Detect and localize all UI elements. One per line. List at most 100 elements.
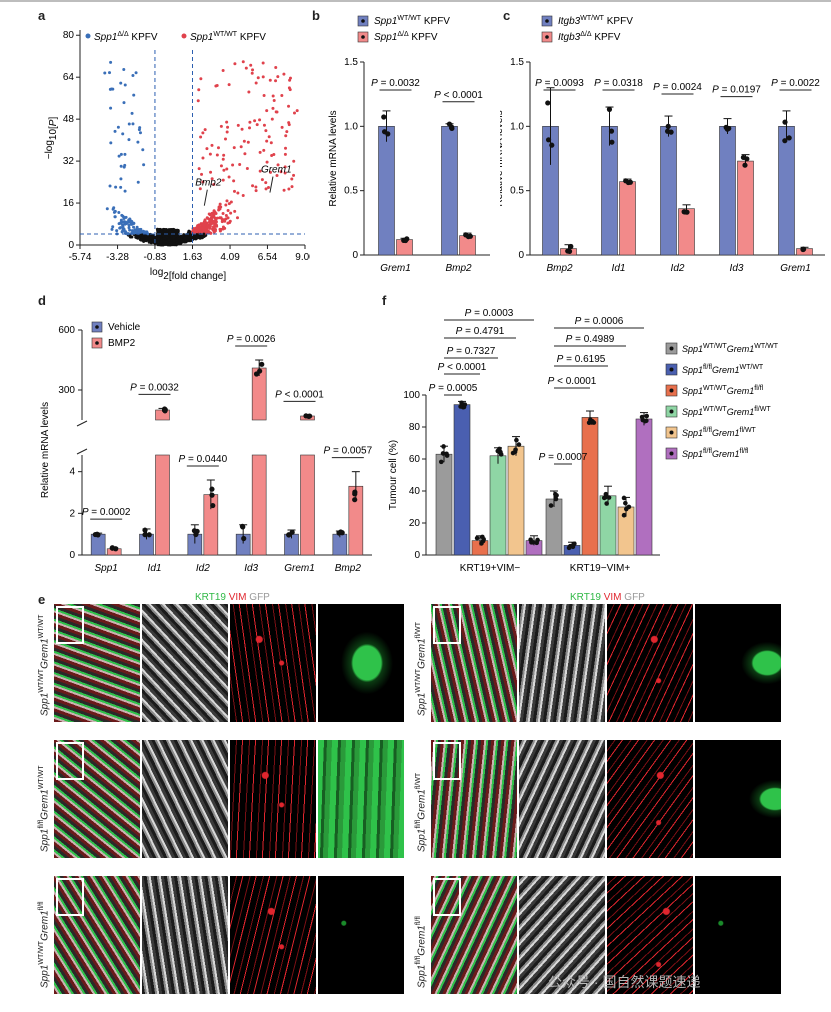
volcano-point-up — [272, 152, 276, 156]
bar — [453, 404, 471, 556]
volcano-point-up — [287, 187, 291, 191]
legend-label: Spp1WT/WTGrem1fl/WT — [682, 406, 771, 417]
data-point — [444, 451, 449, 457]
category-label: Grem1 — [284, 563, 315, 574]
volcano-point-up — [258, 169, 262, 173]
data-point — [440, 451, 446, 456]
volcano-point — [132, 221, 136, 225]
gene-pointer — [203, 189, 208, 206]
volcano-point-down — [122, 68, 126, 72]
volcano-point — [119, 226, 123, 230]
y-tick-label: 600 — [58, 325, 75, 336]
data-point — [609, 139, 615, 145]
volcano-point-up — [232, 146, 236, 150]
x-tick-label: 6.54 — [258, 252, 278, 263]
volcano-point — [122, 216, 126, 220]
volcano-point — [217, 205, 221, 209]
volcano-point-down — [108, 71, 112, 75]
volcano-point-up — [272, 99, 276, 103]
micrograph-merge — [54, 740, 140, 858]
volcano-point — [203, 227, 207, 231]
volcano-point — [157, 237, 161, 241]
data-point — [240, 524, 246, 530]
volcano-point — [113, 215, 117, 219]
volcano-point-down — [114, 185, 118, 189]
inset-box — [433, 878, 461, 916]
volcano-point-up — [264, 129, 268, 133]
volcano-point-down — [122, 165, 126, 169]
volcano-point — [218, 216, 222, 220]
data-point — [586, 420, 592, 426]
volcano-point-up — [219, 124, 223, 128]
volcano-point — [193, 234, 197, 238]
volcano-point — [233, 209, 237, 213]
volcano-point-up — [227, 83, 231, 87]
volcano-point — [126, 220, 130, 224]
volcano-point-up — [196, 99, 200, 103]
volcano-point-up — [200, 172, 204, 176]
gene-label: Bmp2 — [195, 178, 222, 189]
volcano-point — [211, 227, 215, 231]
vim-label-right: VIM — [603, 592, 622, 603]
volcano-point-up — [222, 153, 226, 157]
volcano-point — [127, 223, 131, 227]
volcano-point — [144, 234, 148, 238]
x-tick-label: -3.28 — [106, 252, 129, 263]
micrograph-gfp — [519, 740, 605, 858]
channel-header-left: KRT19 VIM GFP — [195, 592, 270, 603]
volcano-point-up — [243, 152, 247, 156]
volcano-point-up — [221, 157, 225, 161]
volcano-point-up — [225, 120, 229, 124]
volcano-point-up — [261, 61, 265, 65]
volcano-point-up — [253, 119, 257, 123]
volcano-point — [128, 235, 132, 239]
legend-swatch-dot — [669, 430, 674, 435]
data-point — [800, 246, 807, 252]
volcano-point-down — [119, 152, 123, 156]
data-point — [644, 413, 649, 419]
y-tick-label: 64 — [63, 72, 75, 83]
data-point — [665, 123, 671, 129]
volcano-point — [163, 229, 167, 233]
volcano-point-down — [136, 140, 140, 144]
micrograph-grid: Spp1WT/WTGrem1WT/WT Spp1fl/flGrem1WT/WT Sp… — [0, 588, 831, 1012]
pvalue-label: P < 0.0001 — [434, 90, 483, 101]
bar — [635, 418, 653, 556]
volcano-point-up — [265, 139, 269, 143]
data-point — [726, 125, 732, 132]
volcano-point — [224, 203, 228, 207]
volcano-point — [211, 212, 215, 216]
bar — [660, 126, 677, 256]
volcano-point — [229, 200, 233, 204]
bar-chart-d: 0 2 4 300 600 Relative mRNA levels Spp1 P = 0.0… — [40, 321, 373, 574]
category-label: Id1 — [148, 563, 162, 574]
category-label: Spp1 — [94, 563, 117, 574]
volcano-point — [120, 213, 124, 217]
data-point — [448, 124, 455, 130]
volcano-point-up — [275, 174, 279, 178]
legend-dot-down — [85, 33, 91, 39]
pvalue-label: P < 0.0001 — [275, 389, 324, 400]
volcano-point — [175, 240, 179, 244]
axis-break — [76, 448, 88, 455]
volcano-point-up — [265, 160, 269, 164]
volcano-point-up — [249, 63, 253, 67]
volcano-point-up — [250, 71, 254, 75]
pvalue-label: P = 0.0032 — [130, 382, 179, 393]
y-tick-label: 20 — [409, 518, 421, 529]
micrograph-merge — [431, 604, 517, 722]
volcano-point — [117, 211, 121, 215]
pvalue-label: P = 0.0022 — [771, 78, 820, 89]
data-point — [602, 495, 608, 500]
volcano-point — [218, 202, 222, 206]
volcano-point-up — [287, 104, 291, 108]
volcano-point-down — [142, 163, 146, 167]
data-point — [621, 512, 627, 518]
legend-swatch-dot — [669, 451, 674, 456]
data-point — [606, 495, 612, 500]
volcano-point — [202, 232, 206, 236]
panel-a: a 0 16 32 48 64 80 -5.74 -3.28 -0.83 1.63 4.09 6.54… — [0, 0, 310, 290]
y-axis-label: −log10[P] — [44, 117, 59, 160]
volcano-point-up — [199, 77, 203, 81]
volcano-point — [197, 236, 201, 240]
